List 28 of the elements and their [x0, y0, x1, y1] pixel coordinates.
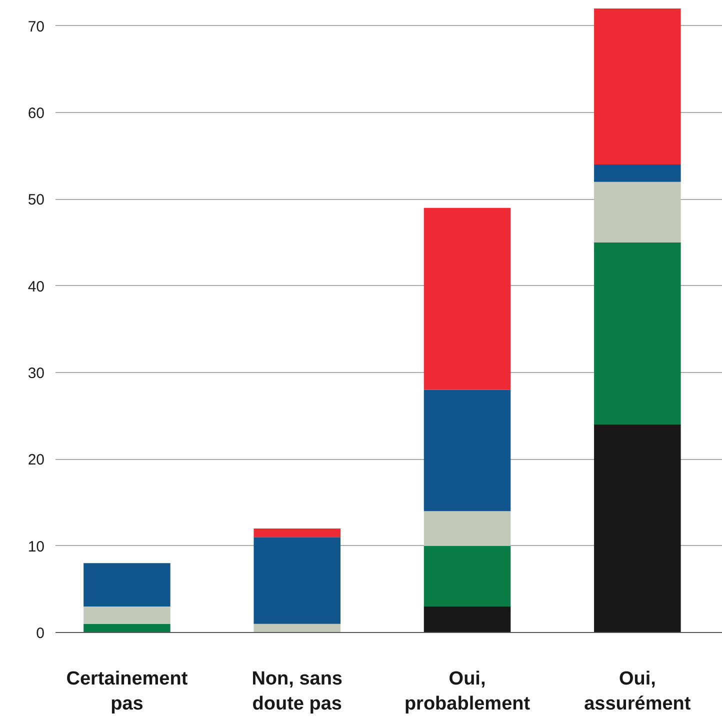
bar — [254, 537, 341, 624]
bar — [84, 624, 170, 632]
bar — [594, 8, 681, 164]
x-tick-label: Oui, probablement — [404, 668, 531, 715]
bar — [424, 208, 511, 390]
bar — [254, 624, 341, 632]
y-tick-label: 0 — [36, 625, 44, 642]
x-tick-label: Oui, assurément — [584, 668, 692, 715]
y-tick-label: 70 — [28, 18, 45, 36]
x-tick-label: Non, sans doute pas — [252, 668, 343, 715]
y-tick-label: 20 — [28, 452, 45, 469]
bar — [424, 390, 511, 512]
y-tick-label: 30 — [28, 365, 45, 382]
y-tick-label: 50 — [28, 192, 45, 209]
y-tick-label: 40 — [28, 278, 45, 296]
y-tick-label: 60 — [28, 105, 45, 122]
x-tick-label: Certainement pas — [66, 668, 188, 715]
bar — [84, 563, 170, 606]
bar — [594, 182, 681, 242]
bar — [424, 511, 511, 546]
bar — [424, 606, 511, 632]
bar — [424, 546, 511, 606]
bar — [594, 424, 681, 632]
bar — [594, 164, 681, 182]
bar — [594, 242, 681, 424]
bar — [84, 606, 170, 624]
bar — [254, 528, 341, 538]
y-tick-label: 10 — [28, 538, 45, 556]
